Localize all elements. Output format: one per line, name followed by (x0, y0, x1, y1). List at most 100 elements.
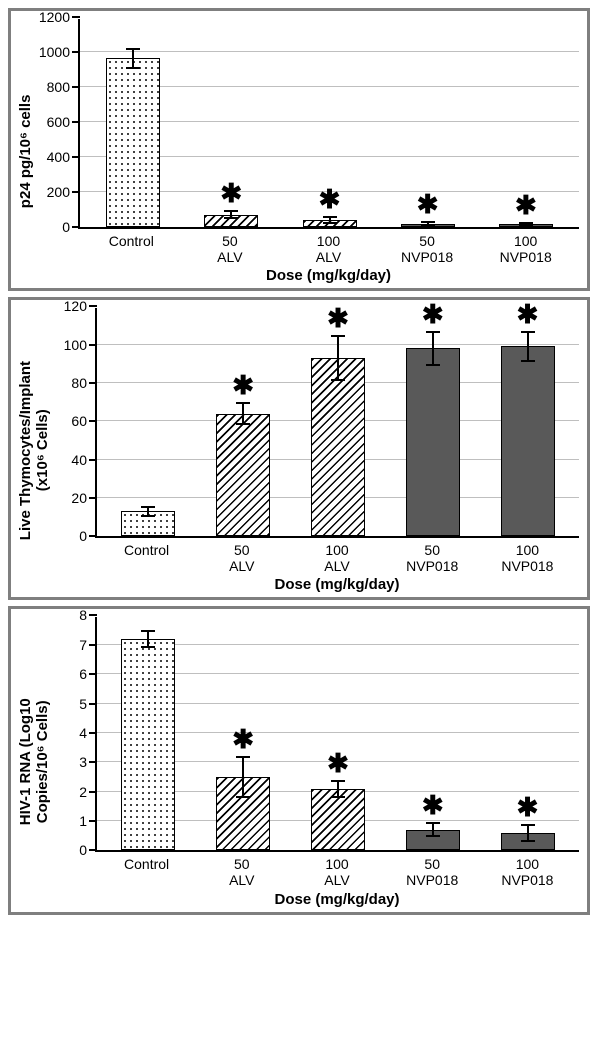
ytick-label: 120 (64, 298, 87, 314)
bar-slot (101, 308, 196, 536)
ytick-label: 0 (79, 842, 87, 858)
bar (121, 639, 175, 851)
plot-area: 020406080100120✱✱✱✱ (95, 308, 579, 538)
error-bar (329, 216, 331, 225)
xtick-label: 50 ALV (194, 538, 289, 574)
figure-root: p24 pg/10⁶ cells020040060080010001200✱✱✱… (8, 8, 590, 915)
ytick-label: 1200 (39, 9, 70, 25)
significance-star: ✱ (327, 750, 349, 776)
xtick-label: 100 ALV (289, 538, 384, 574)
error-bar (525, 222, 527, 226)
xtick-label: Control (99, 538, 194, 574)
bar (501, 346, 555, 536)
ytick-label: 1 (79, 813, 87, 829)
ytick-label: 7 (79, 637, 87, 653)
error-bar (242, 402, 244, 425)
significance-star: ✱ (319, 186, 341, 212)
ylabel: p24 pg/10⁶ cells (15, 19, 36, 284)
ytick-label: 8 (79, 607, 87, 623)
ytick-label: 200 (47, 184, 70, 200)
bar (106, 58, 160, 227)
bar-slot: ✱ (291, 308, 386, 536)
error-bar (432, 331, 434, 366)
xtick-label: 100 NVP018 (476, 229, 575, 265)
bar-slot: ✱ (182, 19, 280, 227)
xlabel: Dose (mg/kg/day) (95, 889, 579, 908)
xtick-label: 100 NVP018 (480, 852, 575, 888)
xtick-label: 50 ALV (194, 852, 289, 888)
significance-star: ✱ (422, 301, 444, 327)
ytick-label: 20 (71, 490, 87, 506)
xtick-label: 50 ALV (181, 229, 280, 265)
xlabel: Dose (mg/kg/day) (78, 265, 579, 284)
error-bar (527, 331, 529, 362)
xtick-label: 100 ALV (279, 229, 378, 265)
ytick-label: 60 (71, 413, 87, 429)
error-bar (337, 780, 339, 798)
ylabel: HIV-1 RNA (Log10 Copies/10⁶ Cells) (15, 617, 53, 907)
bar-slot: ✱ (379, 19, 477, 227)
significance-star: ✱ (220, 180, 242, 206)
significance-star: ✱ (515, 192, 537, 218)
xtick-label: 50 NVP018 (385, 852, 480, 888)
bar-slot: ✱ (385, 617, 480, 850)
xtick-label: 50 NVP018 (385, 538, 480, 574)
panel-1: Live Thymocytes/Implant (x10⁶ Cells)0204… (8, 297, 590, 600)
ytick-label: 6 (79, 666, 87, 682)
error-bar (147, 630, 149, 648)
ytick-label: 800 (47, 79, 70, 95)
ytick-label: 600 (47, 114, 70, 130)
bar-slot: ✱ (291, 617, 386, 850)
ytick-label: 40 (71, 452, 87, 468)
significance-star: ✱ (517, 301, 539, 327)
significance-star: ✱ (422, 792, 444, 818)
ytick-label: 2 (79, 784, 87, 800)
bar-slot (84, 19, 182, 227)
bar (311, 358, 365, 536)
ytick-label: 400 (47, 149, 70, 165)
bar (216, 414, 270, 537)
significance-star: ✱ (232, 372, 254, 398)
bar-slot: ✱ (280, 19, 378, 227)
bar (311, 789, 365, 851)
significance-star: ✱ (232, 726, 254, 752)
ytick-label: 3 (79, 754, 87, 770)
bar-slot: ✱ (477, 19, 575, 227)
plot-area: 012345678✱✱✱✱ (95, 617, 579, 852)
panel-0: p24 pg/10⁶ cells 0 200 400 600 800 1000 1200 ✱ ✱ ✱… (8, 8, 590, 291)
ytick-label: 0 (62, 219, 70, 235)
error-bar (527, 824, 529, 842)
bar-slot: ✱ (196, 617, 291, 850)
xtick-label: Control (82, 229, 181, 265)
error-bar (242, 756, 244, 797)
ytick-label: 4 (79, 725, 87, 741)
bar (406, 348, 460, 536)
xtick-label: 50 NVP018 (378, 229, 477, 265)
panel-2: HIV-1 RNA (Log10 Copies/10⁶ Cells) 0 1 2 3 4 5… (8, 606, 590, 914)
significance-star: ✱ (417, 191, 439, 217)
ytick-label: 80 (71, 375, 87, 391)
plot-area: 020040060080010001200✱✱✱✱ (78, 19, 579, 229)
xtick-label: 100 NVP018 (480, 538, 575, 574)
error-bar (427, 221, 429, 226)
error-bar (230, 210, 232, 219)
bar-slot: ✱ (196, 308, 291, 536)
ylabel: Live Thymocytes/Implant (x10⁶ Cells) (15, 308, 53, 593)
xtick-label: Control (99, 852, 194, 888)
significance-star: ✱ (327, 305, 349, 331)
xlabel: Dose (mg/kg/day) (95, 574, 579, 593)
bar-slot: ✱ (480, 617, 575, 850)
bar-slot (101, 617, 196, 850)
error-bar (337, 335, 339, 381)
ytick-label: 1000 (39, 44, 70, 60)
error-bar (432, 822, 434, 837)
significance-star: ✱ (517, 794, 539, 820)
ytick-label: 0 (79, 528, 87, 544)
xtick-label: 100 ALV (289, 852, 384, 888)
error-bar (132, 48, 134, 69)
ytick-label: 5 (79, 696, 87, 712)
ytick-label: 100 (64, 337, 87, 353)
bar-slot: ✱ (480, 308, 575, 536)
error-bar (147, 506, 149, 518)
bar-slot: ✱ (385, 308, 480, 536)
